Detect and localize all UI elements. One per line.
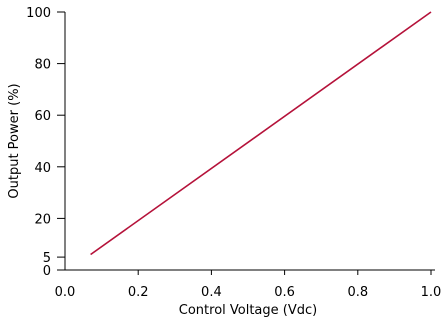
- y-axis-ticks: 05 20 40 60 80 100: [26, 6, 65, 279]
- x-tick-label: 0.0: [55, 285, 76, 300]
- x-axis-ticks: 0.0 0.2 0.4 0.6 0.8 1.0: [55, 270, 442, 300]
- y-tick-label: 5: [43, 251, 51, 266]
- y-tick-label: 40: [34, 161, 51, 176]
- x-tick-label: 0.4: [201, 285, 222, 300]
- y-tick-label: 20: [34, 212, 51, 227]
- y-tick-label: 100: [26, 6, 51, 21]
- series-group: [90, 11, 432, 256]
- x-axis-title: Control Voltage (Vdc): [179, 303, 317, 318]
- x-tick-label: 0.8: [347, 285, 368, 300]
- series-line: [90, 11, 432, 256]
- x-tick-label: 0.2: [128, 285, 149, 300]
- y-tick-label: 0: [43, 264, 51, 279]
- x-tick-label: 0.6: [274, 285, 295, 300]
- y-tick-label: 80: [34, 58, 51, 73]
- y-tick-label: 60: [34, 109, 51, 124]
- x-tick-label: 1.0: [421, 285, 442, 300]
- y-axis-title: Output Power (%): [7, 83, 22, 198]
